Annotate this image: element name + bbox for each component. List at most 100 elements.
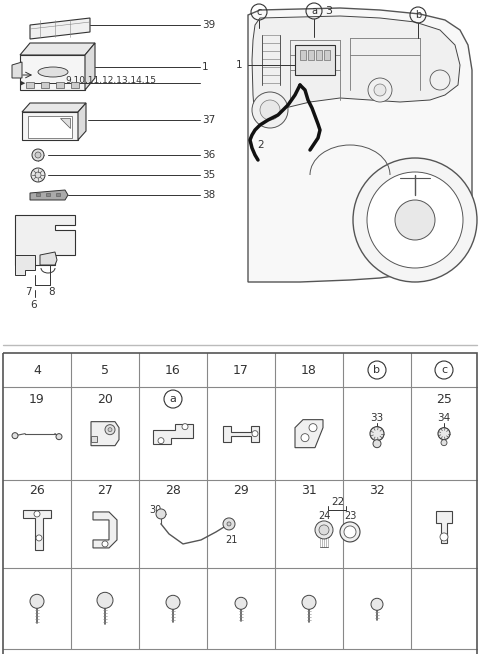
Bar: [26, 82, 34, 88]
Polygon shape: [91, 436, 97, 441]
Circle shape: [309, 424, 317, 432]
Circle shape: [368, 78, 392, 102]
Circle shape: [235, 597, 247, 610]
Polygon shape: [23, 510, 51, 550]
Text: 20: 20: [97, 392, 113, 405]
Bar: [46, 193, 50, 196]
Circle shape: [302, 595, 316, 610]
Polygon shape: [20, 43, 95, 55]
Polygon shape: [91, 422, 119, 445]
Text: c: c: [256, 7, 262, 17]
Text: b: b: [373, 365, 381, 375]
Polygon shape: [78, 103, 86, 140]
Text: a: a: [169, 394, 177, 404]
Circle shape: [319, 525, 329, 535]
Circle shape: [156, 509, 166, 519]
Circle shape: [440, 533, 448, 541]
Polygon shape: [60, 118, 70, 128]
Text: 4: 4: [33, 364, 41, 377]
Bar: [324, 50, 330, 60]
Polygon shape: [252, 16, 460, 120]
Circle shape: [301, 434, 309, 441]
Text: 29: 29: [233, 484, 249, 497]
Circle shape: [223, 518, 235, 530]
Text: 22: 22: [331, 497, 345, 507]
Circle shape: [344, 526, 356, 538]
Polygon shape: [85, 43, 95, 90]
Circle shape: [105, 424, 115, 435]
Bar: [71, 82, 79, 88]
Text: 36: 36: [202, 150, 215, 160]
Circle shape: [35, 172, 41, 178]
Bar: [295, 45, 335, 75]
Circle shape: [370, 426, 384, 441]
Text: 37: 37: [202, 115, 215, 125]
Circle shape: [430, 70, 450, 90]
Circle shape: [97, 593, 113, 608]
Text: 1: 1: [236, 60, 242, 70]
Text: 34: 34: [437, 413, 451, 422]
Circle shape: [34, 511, 40, 517]
Text: 33: 33: [371, 413, 384, 422]
Polygon shape: [436, 511, 452, 543]
Circle shape: [353, 158, 477, 282]
Text: 27: 27: [97, 484, 113, 497]
Circle shape: [395, 200, 435, 240]
Text: 21: 21: [225, 535, 237, 545]
Circle shape: [102, 541, 108, 547]
Text: 17: 17: [233, 364, 249, 377]
Circle shape: [252, 92, 288, 128]
Polygon shape: [93, 512, 117, 548]
Text: 19: 19: [29, 392, 45, 405]
Bar: [3, 353, 477, 654]
Polygon shape: [22, 112, 78, 140]
Text: 39: 39: [202, 20, 215, 30]
Circle shape: [227, 522, 231, 526]
Text: 25: 25: [436, 392, 452, 405]
Bar: [36, 193, 40, 196]
Polygon shape: [30, 18, 90, 39]
Text: 32: 32: [369, 484, 385, 497]
Polygon shape: [153, 424, 193, 443]
Text: ▶: ▶: [20, 80, 25, 86]
Text: b: b: [415, 10, 421, 20]
Text: 1: 1: [202, 62, 209, 72]
Circle shape: [371, 598, 383, 610]
Circle shape: [166, 595, 180, 610]
Polygon shape: [20, 55, 85, 90]
Circle shape: [35, 152, 41, 158]
Text: 16: 16: [165, 364, 181, 377]
Circle shape: [367, 172, 463, 268]
Text: 7: 7: [25, 287, 32, 297]
Polygon shape: [12, 62, 22, 78]
Circle shape: [315, 521, 333, 539]
Polygon shape: [40, 252, 57, 265]
Text: 5: 5: [101, 364, 109, 377]
Bar: [300, 50, 306, 60]
Bar: [316, 50, 322, 60]
Text: 26: 26: [29, 484, 45, 497]
Text: 30: 30: [149, 505, 161, 515]
Bar: [41, 82, 49, 88]
Circle shape: [441, 439, 447, 445]
Circle shape: [260, 100, 280, 120]
Circle shape: [32, 149, 44, 161]
Text: 9,10,11,12,13,14,15: 9,10,11,12,13,14,15: [65, 75, 156, 84]
Text: 38: 38: [202, 190, 215, 200]
Polygon shape: [248, 8, 472, 282]
Text: 6: 6: [30, 300, 36, 310]
Text: 24: 24: [318, 511, 330, 521]
Circle shape: [12, 433, 18, 439]
Circle shape: [182, 424, 188, 430]
Bar: [56, 82, 64, 88]
Polygon shape: [15, 255, 35, 275]
Text: 3: 3: [325, 6, 332, 16]
Polygon shape: [295, 420, 323, 447]
Circle shape: [252, 431, 258, 437]
Ellipse shape: [38, 67, 68, 77]
Circle shape: [340, 522, 360, 542]
Text: a: a: [311, 6, 317, 16]
Bar: [56, 193, 60, 196]
Circle shape: [438, 428, 450, 439]
Text: c: c: [441, 365, 447, 375]
